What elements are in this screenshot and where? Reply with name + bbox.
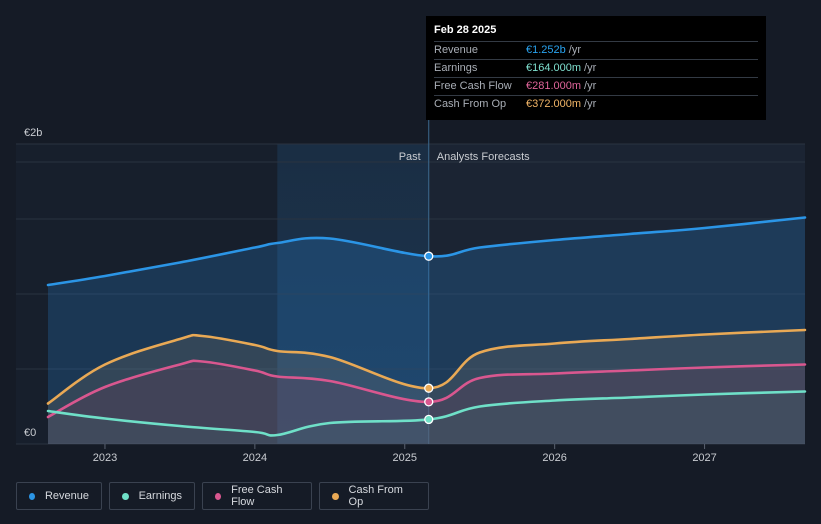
- x-tick-label: 2025: [393, 452, 417, 464]
- tooltip-row-cash-from-op: Cash From Op €372.000m /yr: [434, 95, 758, 113]
- legend-label: Earnings: [138, 490, 182, 502]
- forecast-label: Analysts Forecasts: [437, 151, 530, 163]
- x-tick-label: 2026: [542, 452, 566, 464]
- legend-dot-icon: [29, 492, 35, 500]
- tooltip-row-earnings: Earnings €164.000m /yr: [434, 59, 758, 77]
- tooltip-value: €372.000m: [526, 98, 582, 110]
- y-tick-label-zero: €0: [24, 427, 36, 439]
- series-line-earnings: [46, 390, 807, 437]
- data-point-cash-from-op: [424, 383, 434, 393]
- tooltip-label: Free Cash Flow: [434, 80, 512, 92]
- legend-item-revenue[interactable]: Revenue: [16, 482, 102, 510]
- x-tick-label: 2023: [93, 452, 117, 464]
- legend-label: Revenue: [44, 490, 89, 502]
- tooltip-unit: /yr: [584, 98, 597, 110]
- series-area-revenue: [48, 217, 805, 444]
- x-tick-label: 2024: [243, 452, 267, 464]
- y-tick-label-max: €2b: [24, 127, 42, 139]
- data-point-earnings: [424, 414, 434, 425]
- tooltip-value: €281.000m: [526, 80, 582, 92]
- x-tick-label: 2027: [692, 452, 716, 464]
- tooltip-row-free-cash-flow: Free Cash Flow €281.000m /yr: [434, 77, 758, 95]
- tooltip-label: Earnings: [434, 62, 478, 74]
- tooltip-label: Revenue: [434, 44, 479, 56]
- legend-item-earnings[interactable]: Earnings: [109, 482, 195, 510]
- tooltip-unit: /yr: [568, 44, 581, 56]
- legend-item-cash-from-op[interactable]: Cash From Op: [319, 482, 429, 510]
- tooltip-unit: /yr: [584, 62, 597, 74]
- tooltip-value: €1.252b: [526, 44, 566, 56]
- legend-item-free-cash-flow[interactable]: Free Cash Flow: [202, 482, 312, 510]
- legend-dot-icon: [122, 492, 129, 500]
- legend-label: Free Cash Flow: [231, 484, 283, 508]
- series-area-cash-from-op: [48, 330, 805, 444]
- legend-dot-icon: [332, 492, 339, 500]
- tooltip-panel: Feb 28 2025 Revenue €1.252b /yr Earnings…: [426, 16, 766, 120]
- past-label: Past: [399, 151, 421, 163]
- tooltip-unit: /yr: [584, 80, 597, 92]
- tooltip-label: Cash From Op: [434, 98, 507, 110]
- chart-legend: Revenue Earnings Free Cash Flow Cash Fro…: [16, 482, 429, 510]
- series-line-revenue: [46, 216, 807, 287]
- legend-label: Cash From Op: [348, 484, 403, 508]
- legend-dot-icon: [215, 492, 222, 500]
- series-line-cash-from-op: [46, 328, 807, 405]
- series-line-free-cash-flow: [46, 359, 807, 419]
- tooltip-row-revenue: Revenue €1.252b /yr: [434, 41, 758, 59]
- data-point-free-cash-flow: [424, 397, 434, 407]
- tooltip-value: €164.000m: [526, 62, 582, 74]
- data-point-revenue: [424, 251, 434, 261]
- tooltip-date: Feb 28 2025: [434, 24, 497, 36]
